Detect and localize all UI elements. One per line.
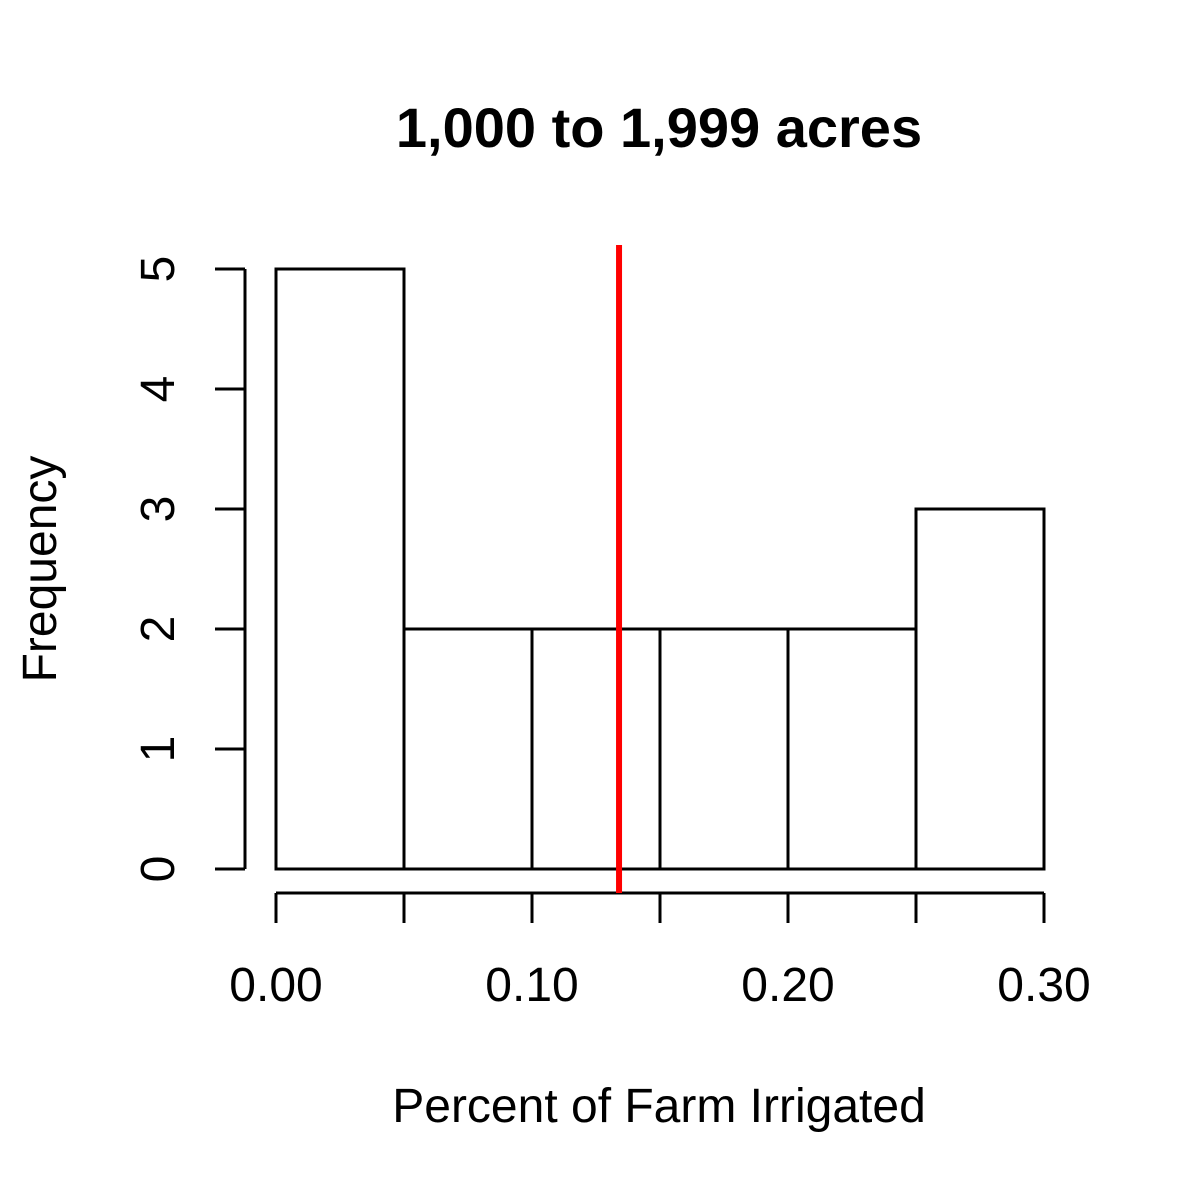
- histogram-bar: [658, 627, 790, 871]
- histogram-bar: [914, 507, 1046, 871]
- histogram-bar: [786, 627, 918, 871]
- x-tick-label: 0.20: [741, 959, 834, 1012]
- y-axis-label: Frequency: [14, 456, 67, 683]
- histogram-bar: [274, 267, 406, 871]
- y-tick-label: 2: [132, 616, 185, 643]
- histogram-bar: [402, 627, 534, 871]
- y-tick-label: 4: [132, 376, 185, 403]
- chart-title: 1,000 to 1,999 acres: [396, 96, 922, 159]
- x-tick-label: 0.00: [229, 959, 322, 1012]
- x-axis-label: Percent of Farm Irrigated: [392, 1080, 926, 1133]
- y-tick-label: 3: [132, 496, 185, 523]
- x-axis: 0.00 0.10 0.20 0.30: [229, 891, 1091, 1012]
- y-axis: 0 1 2 3 4 5: [132, 256, 247, 883]
- y-tick-label: 5: [132, 256, 185, 283]
- bars-group: [274, 267, 1046, 871]
- histogram-bar: [530, 627, 662, 871]
- y-tick-label: 1: [132, 736, 185, 763]
- y-tick-label: 0: [132, 856, 185, 883]
- x-tick-label: 0.10: [485, 959, 578, 1012]
- x-tick-label: 0.30: [997, 959, 1090, 1012]
